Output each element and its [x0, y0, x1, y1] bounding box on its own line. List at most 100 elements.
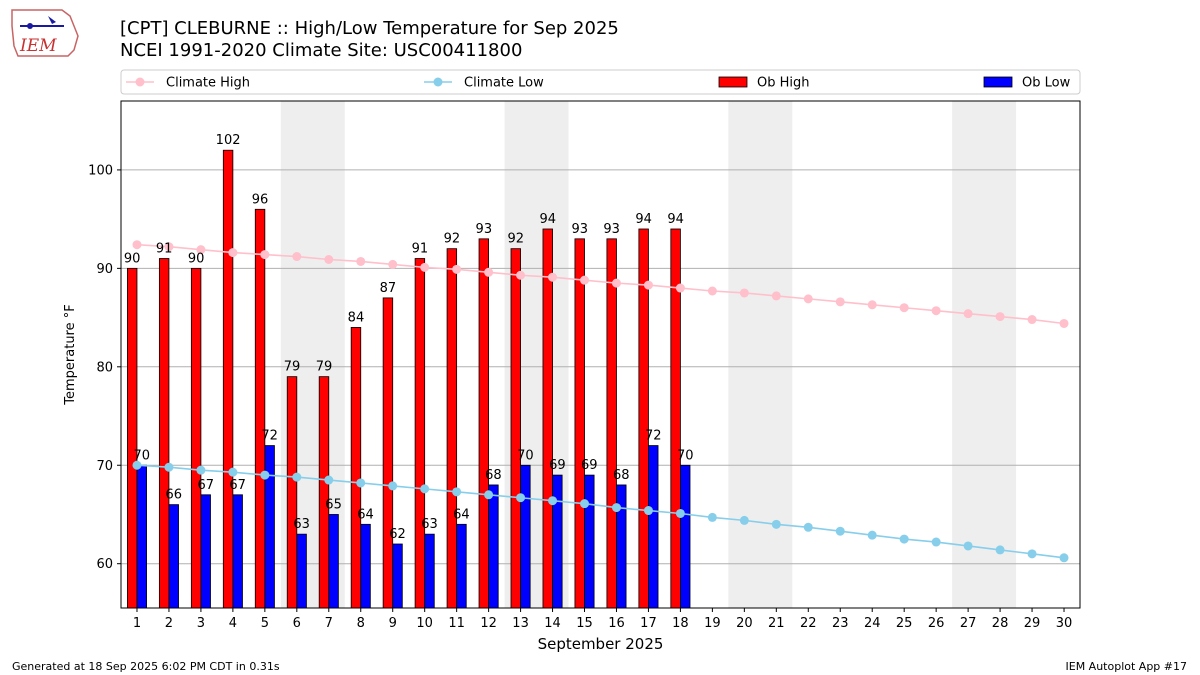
x-tick-label-22: 22 — [800, 616, 817, 631]
ob-high-bar-day-15 — [574, 238, 585, 609]
x-tick-label-7: 7 — [325, 616, 333, 631]
x-tick-label-25: 25 — [896, 616, 913, 631]
ob-high-bar-day-7 — [318, 376, 330, 609]
climate-high-legend-marker — [135, 77, 145, 87]
climate-low-point-day-22 — [803, 522, 813, 532]
climate-low-point-day-3 — [196, 465, 206, 475]
ob-low-bar-day-6 — [296, 533, 307, 609]
x-tick-label-16: 16 — [608, 616, 625, 631]
ob-high-bar-day-14 — [542, 228, 553, 609]
y-tick-label-100: 100 — [88, 163, 113, 178]
ob-high-label-day-7: 79 — [316, 360, 333, 375]
ob-low-label-day-15: 69 — [581, 458, 598, 473]
ob-low-bar-day-14 — [552, 474, 563, 609]
weekend-band-3 — [728, 101, 793, 608]
ob-low-bar-day-18 — [680, 464, 691, 609]
ob-high-label-day-4: 102 — [216, 133, 241, 148]
climate-low-legend-marker — [433, 77, 443, 87]
weekend-band-4 — [952, 101, 1017, 608]
ob-low-label-day-13: 70 — [517, 448, 534, 463]
ob-low-bar-day-3 — [200, 494, 211, 609]
climate-high-point-day-16 — [611, 278, 621, 288]
climate-low-point-day-20 — [739, 515, 749, 525]
climate-high-point-day-9 — [388, 259, 398, 269]
climate-low-point-day-24 — [867, 530, 877, 540]
x-tick-label-3: 3 — [197, 616, 205, 631]
climate-low-line — [136, 464, 1065, 559]
bar-labels: 90 91 90 102 96 79 79 84 87 91 92 93 92 94 93 93 94 94 70 6… — [124, 133, 694, 542]
x-tick-label-5: 5 — [261, 616, 269, 631]
x-tick-label-6: 6 — [293, 616, 301, 631]
x-tick-label-20: 20 — [736, 616, 753, 631]
ob-low-bar-day-9 — [392, 543, 403, 609]
ob-high-label-day-9: 87 — [380, 281, 397, 296]
x-tick-label-8: 8 — [357, 616, 365, 631]
ob-high-label-day-8: 84 — [348, 310, 365, 325]
ob-low-bar-day-12 — [488, 484, 499, 609]
ob-low-label-day-9: 62 — [389, 527, 406, 542]
x-tick-label-30: 30 — [1056, 616, 1073, 631]
x-tick-label-1: 1 — [133, 616, 141, 631]
x-tick-label-24: 24 — [864, 616, 881, 631]
x-tick-label-2: 2 — [165, 616, 173, 631]
climate-low-point-day-6 — [292, 472, 302, 482]
x-tick-label-12: 12 — [480, 616, 497, 631]
climate-low-point-day-14 — [548, 496, 558, 506]
logo-vane-icon — [48, 16, 56, 24]
x-tick-label-14: 14 — [544, 616, 561, 631]
climate-high-point-day-30 — [1059, 318, 1069, 328]
ob-low-bar-day-13 — [520, 464, 531, 609]
y-grid — [121, 169, 1080, 565]
climate-low-point-day-26 — [931, 537, 941, 547]
climate-high-point-day-23 — [835, 297, 845, 307]
climate-high-point-day-20 — [739, 288, 749, 298]
climate-high-point-day-3 — [196, 245, 206, 255]
climate-high-point-day-18 — [675, 283, 685, 293]
climate-low-point-day-16 — [611, 503, 621, 513]
footer-app: IEM Autoplot App #17 — [1065, 660, 1188, 673]
logo-dot — [27, 23, 33, 29]
ob-high-bar-day-8 — [350, 327, 362, 609]
y-axis: 60 70 80 90 100 — [88, 163, 121, 572]
legend-box — [120, 69, 1081, 95]
climate-high-point-day-14 — [548, 272, 558, 282]
x-tick-label-11: 11 — [448, 616, 465, 631]
x-tick-label-15: 15 — [576, 616, 593, 631]
ob-low-label-day-11: 64 — [453, 507, 470, 522]
climate-high-point-day-6 — [292, 252, 302, 262]
y-axis-label: Temperature °F — [63, 304, 78, 405]
ob-high-label-day-10: 91 — [412, 242, 429, 257]
ob-low-label-day-8: 64 — [357, 507, 374, 522]
x-tick-label-21: 21 — [768, 616, 785, 631]
climate-low-point-day-25 — [899, 534, 909, 544]
climate-high-point-day-1 — [132, 240, 142, 250]
y-tick-label-70: 70 — [96, 459, 113, 474]
ob-high-legend-swatch — [718, 76, 748, 88]
x-axis: 1 2 3 4 5 6 7 8 9 10 11 12 13 14 15 16 17 18 19 20 21 22 23 24 2… — [133, 608, 1072, 631]
ob-low-bar-day-5 — [264, 445, 275, 609]
x-axis-label: September 2025 — [538, 635, 664, 653]
logo-text: IEM — [19, 36, 57, 56]
x-tick-label-13: 13 — [512, 616, 529, 631]
climate-low-point-day-28 — [995, 545, 1005, 555]
climate-low-point-day-17 — [643, 506, 653, 516]
ob-low-label-day-3: 67 — [197, 478, 214, 493]
climate-high-point-day-4 — [228, 248, 238, 258]
climate-high-point-day-2 — [164, 242, 174, 252]
chart-subtitle: NCEI 1991-2020 Climate Site: USC00411800 — [120, 40, 523, 61]
climate-low-point-day-4 — [228, 467, 238, 477]
climate-high-point-day-25 — [899, 303, 909, 313]
iem-logo: IEM — [11, 9, 79, 57]
bars — [126, 149, 691, 609]
climate-high-point-day-17 — [643, 280, 653, 290]
ob-low-label-day-10: 63 — [421, 517, 438, 532]
ob-high-label-day-14: 94 — [539, 212, 556, 227]
ob-low-bar-day-2 — [168, 504, 179, 609]
climate-high-point-day-8 — [356, 256, 366, 266]
x-tick-label-19: 19 — [704, 616, 721, 631]
x-tick-label-23: 23 — [832, 616, 849, 631]
x-tick-label-17: 17 — [640, 616, 657, 631]
climate-low-point-day-9 — [388, 481, 398, 491]
ob-high-bar-day-10 — [414, 258, 426, 609]
climate-low-point-day-10 — [420, 484, 430, 494]
